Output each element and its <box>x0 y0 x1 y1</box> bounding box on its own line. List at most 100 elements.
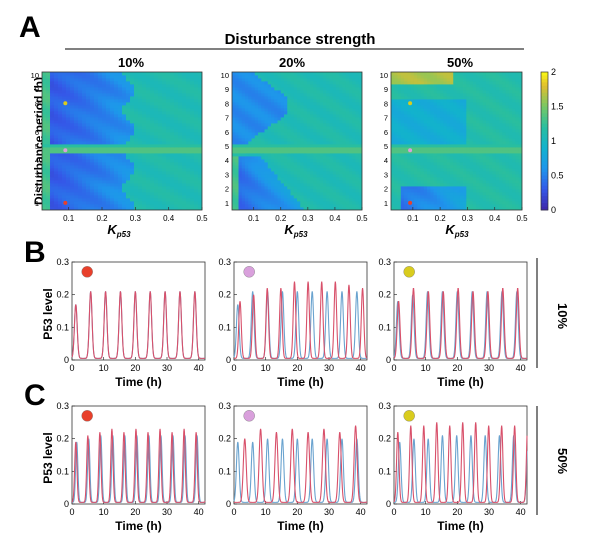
heatmap-cell <box>495 192 500 196</box>
heatmap-cell <box>323 135 327 139</box>
heatmap-cell <box>332 165 337 169</box>
heatmap-cell <box>323 150 327 154</box>
heatmap-cell <box>495 177 500 181</box>
heatmap-cell <box>358 186 362 190</box>
heatmap-cell <box>50 75 55 79</box>
heatmap-cell <box>306 165 311 169</box>
heatmap-cell <box>326 153 330 157</box>
heatmap-cell <box>74 117 79 121</box>
heatmap-cell <box>194 147 199 151</box>
heatmap-cell <box>110 72 115 76</box>
heatmap-cell <box>306 189 311 193</box>
heatmap-cell <box>102 123 107 127</box>
heatmap-cell <box>102 159 107 163</box>
heatmap-cell <box>352 174 356 178</box>
heatmap-cell <box>446 207 451 210</box>
heatmap-cell <box>150 141 155 145</box>
heatmap-cell <box>78 123 83 127</box>
heatmap-cell <box>235 87 239 91</box>
heatmap-cell <box>241 144 246 148</box>
heatmap-cell <box>329 171 334 175</box>
heatmap-cell <box>342 183 347 187</box>
heatmap-cell <box>142 111 147 115</box>
heatmap-cell <box>235 189 239 193</box>
heatmap-cell <box>400 144 405 148</box>
heatmap-cell <box>70 105 75 109</box>
heatmap-cell <box>355 153 360 157</box>
heatmap-cell <box>90 120 95 124</box>
heatmap-cell <box>271 150 275 154</box>
heatmap-cell <box>303 174 308 178</box>
heatmap-cell <box>293 168 298 172</box>
heatmap-cell <box>303 180 308 184</box>
heatmap-cell <box>158 129 163 133</box>
heatmap-cell <box>182 162 187 166</box>
heatmap-cell <box>280 138 285 142</box>
heatmap-cell <box>293 201 298 205</box>
heatmap-cell <box>316 108 321 112</box>
heatmap-cell <box>427 201 431 205</box>
heatmap-cell <box>303 183 308 187</box>
heatmap-cell <box>118 90 123 94</box>
heatmap-cell <box>303 177 308 181</box>
heatmap-cell <box>449 204 454 208</box>
heatmap-cell <box>410 141 415 145</box>
heatmap-cell <box>443 156 448 160</box>
heatmap-cell <box>78 138 83 142</box>
heatmap-cell <box>326 111 330 115</box>
heatmap-cell <box>174 171 179 175</box>
heatmap-cell <box>126 75 131 79</box>
heatmap-cell <box>459 180 464 184</box>
heatmap-cell <box>245 144 249 148</box>
heatmap-cell <box>258 96 262 100</box>
heatmap-cell <box>74 165 79 169</box>
heatmap-cell <box>329 147 334 151</box>
heatmap-cell <box>316 168 321 172</box>
heatmap-cell <box>456 153 461 157</box>
heatmap-cell <box>186 177 191 181</box>
heatmap-cell <box>170 99 175 103</box>
heatmap-cell <box>74 114 79 118</box>
heatmap-cell <box>235 105 239 109</box>
heatmap-cell <box>198 144 202 148</box>
heatmap-cell <box>235 195 239 199</box>
heatmap-cell <box>248 159 252 163</box>
heatmap-cell <box>495 153 500 157</box>
heatmap-cell <box>238 183 243 187</box>
heatmap-cell <box>130 72 135 76</box>
heatmap-cell <box>174 162 179 166</box>
heatmap-cell <box>142 168 147 172</box>
heatmap-cell <box>355 99 360 103</box>
heatmap-cell <box>300 180 304 184</box>
heatmap-cell <box>254 165 259 169</box>
heatmap-cell <box>290 114 295 118</box>
heatmap-cell <box>254 138 259 142</box>
heatmap-cell <box>430 186 434 190</box>
heatmap-cell <box>110 108 115 112</box>
heatmap-cell <box>417 114 421 118</box>
heatmap-cell <box>142 75 147 79</box>
heatmap-cell <box>410 186 415 190</box>
heatmap-cell <box>114 165 119 169</box>
heatmap-cell <box>94 180 99 184</box>
heatmap-cell <box>417 204 421 208</box>
heatmap-cell <box>254 126 259 130</box>
heatmap-cell <box>58 189 63 193</box>
heatmap-cell <box>251 84 256 88</box>
heatmap-cell <box>232 102 236 106</box>
heatmap-cell <box>62 192 67 196</box>
heatmap-cell <box>342 159 347 163</box>
heatmap-cell <box>482 207 487 210</box>
heatmap-cell <box>46 153 51 157</box>
heatmap-cell <box>277 150 282 154</box>
heatmap-cell <box>297 105 301 109</box>
heatmap-cell <box>146 114 151 118</box>
heatmap-cell <box>355 159 360 163</box>
heatmap-cell <box>42 204 47 208</box>
heatmap-cell <box>326 171 330 175</box>
heatmap-cell <box>404 183 408 187</box>
heatmap-cell <box>114 114 119 118</box>
heatmap-cell <box>46 177 51 181</box>
heatmap-cell <box>50 90 55 94</box>
heatmap-cell <box>86 138 91 142</box>
